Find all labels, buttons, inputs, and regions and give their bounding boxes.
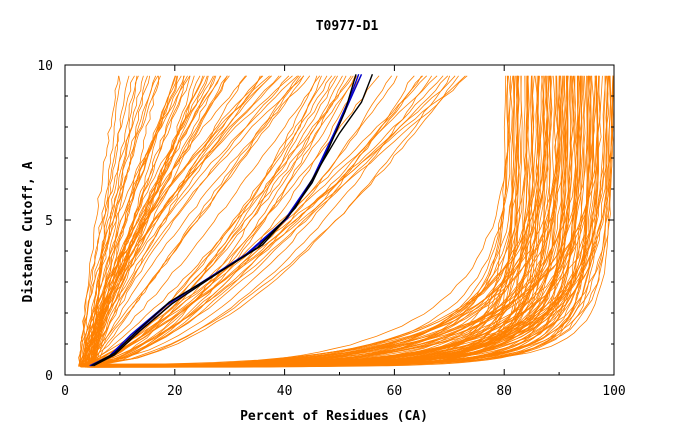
y-axis-label: Distance Cutoff, A (21, 161, 36, 302)
model-curve (87, 75, 138, 367)
model-curve (90, 75, 322, 368)
model-curve (85, 75, 546, 368)
model-curve (80, 75, 422, 366)
model-curve (93, 75, 290, 366)
model-curve (95, 75, 311, 367)
model-curve (89, 75, 246, 365)
model-curve (84, 75, 304, 365)
model-curve (88, 75, 361, 366)
model-curve (84, 75, 182, 367)
model-curve (80, 75, 209, 365)
model-curve (86, 75, 380, 366)
model-curve (87, 75, 557, 366)
model-curve (92, 75, 300, 365)
model-curve (94, 75, 551, 366)
model-curve (80, 75, 433, 367)
model-curve (95, 75, 358, 366)
tick-labels: 0 20 40 60 80 100 0 5 10 (37, 59, 625, 399)
model-curve (80, 75, 444, 366)
model-curve (81, 75, 562, 366)
model-curve (88, 75, 228, 367)
x-tick-label: 0 (61, 384, 69, 399)
axis-ticks (64, 64, 615, 376)
model-curve (80, 75, 321, 368)
model-curve (83, 75, 228, 367)
model-curve (88, 75, 178, 366)
model-curve (79, 75, 151, 365)
y-tick-label: 10 (37, 59, 53, 74)
model-curve (80, 75, 590, 368)
model-curve (92, 75, 121, 367)
model-curve (81, 75, 466, 365)
x-tick-label: 80 (496, 384, 512, 399)
model-curve (91, 75, 272, 366)
model-curve (90, 75, 451, 366)
highlight-curve-black (93, 74, 374, 367)
model-curve (86, 75, 592, 367)
x-axis-label: Percent of Residues (CA) (240, 409, 428, 424)
model-curve (90, 75, 160, 365)
model-curve (87, 75, 184, 365)
model-curve (81, 75, 248, 366)
x-tick-label: 20 (167, 384, 183, 399)
x-tick-label: 40 (277, 384, 293, 399)
model-curve (89, 75, 343, 365)
model-curve (78, 75, 336, 365)
model-curve (91, 75, 139, 366)
model-curve (84, 75, 393, 367)
model-curve (81, 75, 423, 367)
y-tick-label: 0 (45, 369, 53, 384)
model-curve (78, 75, 230, 366)
model-curve (78, 75, 264, 365)
model-curve (93, 75, 305, 367)
y-tick-label: 5 (45, 214, 53, 229)
model-curve (80, 75, 354, 367)
x-tick-label: 60 (387, 384, 403, 399)
model-curve (94, 75, 217, 368)
highlight-layer (89, 74, 374, 367)
model-curve (85, 75, 216, 366)
x-tick-label: 100 (602, 384, 625, 399)
curve-layer (78, 75, 614, 368)
model-curve (86, 75, 449, 368)
model-curve (89, 75, 579, 366)
model-curve (87, 75, 569, 368)
model-curve (89, 75, 547, 366)
model-curve (87, 75, 468, 368)
model-curve (84, 75, 159, 365)
chart-title: T0977-D1 (316, 19, 379, 34)
model-curve (87, 75, 347, 367)
